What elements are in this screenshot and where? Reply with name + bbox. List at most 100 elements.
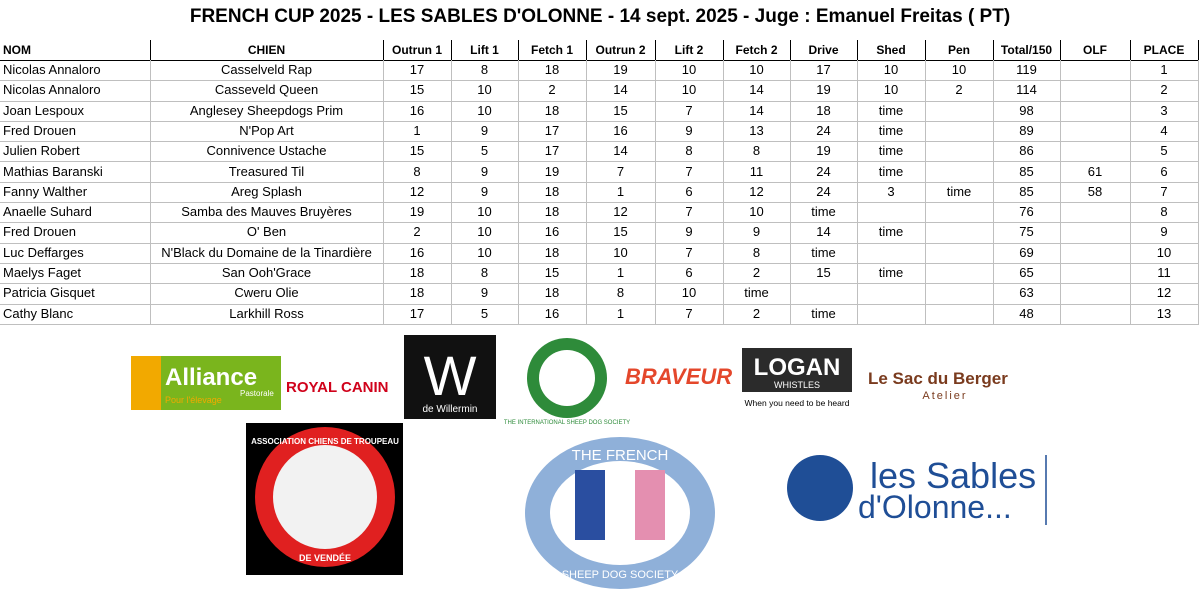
table-cell: [857, 202, 926, 224]
table-cell: 14: [723, 80, 791, 102]
table-cell: 16: [586, 120, 656, 143]
header-cell: Total/150: [993, 40, 1061, 61]
table-cell: 85: [993, 181, 1061, 204]
table-cell: [925, 303, 994, 325]
table-cell: time: [857, 222, 926, 244]
table-cell: 7: [655, 202, 724, 224]
logo-text: When you need to be heard: [745, 398, 850, 408]
table-cell: 119: [993, 60, 1061, 82]
table-cell: time: [723, 283, 791, 305]
table-cell: Connivence Ustache: [150, 141, 384, 163]
table-cell: time: [790, 242, 858, 264]
table-cell: 10: [655, 80, 724, 102]
table-cell: 114: [993, 80, 1061, 102]
logo-text: ASSOCIATION CHIENS DE TROUPEAU: [251, 437, 399, 446]
header-cell: Fetch 2: [723, 40, 791, 61]
table-cell: 16: [518, 222, 587, 244]
table-cell: [925, 202, 994, 224]
table-cell: 10: [451, 222, 519, 244]
logo-text: BRAVEUR: [625, 364, 732, 389]
table-cell: time: [857, 100, 926, 122]
table-cell: 89: [993, 120, 1061, 143]
table-cell: 8: [383, 161, 452, 183]
table-cell: 3: [1130, 100, 1199, 122]
table-cell: 12: [383, 181, 452, 204]
logo-text: Pour l'élevage: [165, 395, 222, 405]
table-cell: [857, 303, 926, 325]
table-cell: 8: [655, 141, 724, 163]
logo-text: W: [424, 344, 477, 407]
table-cell: 10: [723, 202, 791, 224]
table-cell: 65: [993, 263, 1061, 285]
header-cell: Fetch 1: [518, 40, 587, 61]
table-cell: 2: [723, 263, 791, 285]
table-cell: [925, 263, 994, 285]
table-cell: 1: [586, 263, 656, 285]
table-cell: Patricia Gisquet: [0, 283, 151, 305]
table-cell: 17: [790, 60, 858, 82]
table-cell: Treasured Til: [150, 161, 384, 183]
table-cell: 19: [586, 60, 656, 82]
table-cell: time: [857, 141, 926, 163]
royal-canin-logo: ROYAL CANIN: [286, 379, 389, 396]
table-cell: 48: [993, 303, 1061, 325]
table-cell: [1060, 242, 1131, 264]
table-cell: 5: [1130, 141, 1199, 163]
table-cell: [1060, 303, 1131, 325]
vendee-logo: ASSOCIATION CHIENS DE TROUPEAU DE VENDÉE: [246, 423, 403, 575]
table-cell: 7: [655, 100, 724, 122]
table-cell: Anaelle Suhard: [0, 202, 151, 224]
logo-text: de Willermin: [422, 404, 477, 415]
table-cell: 10: [451, 242, 519, 264]
header-cell: Drive: [790, 40, 858, 61]
table-cell: 2: [518, 80, 587, 102]
table-cell: 10: [925, 60, 994, 82]
table-cell: 18: [518, 202, 587, 224]
table-cell: time: [857, 263, 926, 285]
table-cell: 17: [518, 120, 587, 143]
logo-text: DE VENDÉE: [299, 553, 351, 563]
table-cell: 5: [451, 303, 519, 325]
table-cell: 18: [518, 100, 587, 122]
table-cell: 2: [1130, 80, 1199, 102]
braveur-logo: BRAVEUR: [625, 364, 732, 389]
table-cell: 24: [790, 161, 858, 183]
table-cell: 10: [857, 60, 926, 82]
table-cell: 15: [586, 100, 656, 122]
table-cell: 18: [383, 263, 452, 285]
table-cell: 10: [723, 60, 791, 82]
logo-text: Alliance: [165, 364, 257, 391]
table-cell: 10: [1130, 242, 1199, 264]
table-cell: Maelys Faget: [0, 263, 151, 285]
table-cell: [1060, 100, 1131, 122]
logo-text: LOGAN: [754, 354, 841, 381]
table-cell: [925, 141, 994, 163]
table-cell: 85: [993, 161, 1061, 183]
table-cell: 19: [790, 141, 858, 163]
table-cell: [925, 100, 994, 122]
table-cell: Larkhill Ross: [150, 303, 384, 325]
table-cell: Anglesey Sheepdogs Prim: [150, 100, 384, 122]
table-cell: 8: [586, 283, 656, 305]
table-cell: 2: [723, 303, 791, 325]
table-cell: 16: [383, 242, 452, 264]
logo-text: d'Olonne...: [858, 489, 1012, 525]
table-cell: 24: [790, 120, 858, 143]
table-cell: 98: [993, 100, 1061, 122]
table-cell: 9: [655, 222, 724, 244]
table-cell: [1060, 283, 1131, 305]
table-cell: 18: [518, 60, 587, 82]
logo-text: Pastorale: [240, 389, 274, 398]
table-cell: 76: [993, 202, 1061, 224]
table-cell: Casseveld Queen: [150, 80, 384, 102]
table-cell: Areg Splash: [150, 181, 384, 204]
header-cell: Outrun 1: [383, 40, 452, 61]
table-cell: 16: [518, 303, 587, 325]
table-cell: time: [790, 303, 858, 325]
table-cell: 7: [586, 161, 656, 183]
table-cell: Cweru Olie: [150, 283, 384, 305]
logo-text: Le Sac du Berger: [868, 369, 1008, 388]
table-cell: 18: [518, 283, 587, 305]
table-cell: 61: [1060, 161, 1131, 183]
